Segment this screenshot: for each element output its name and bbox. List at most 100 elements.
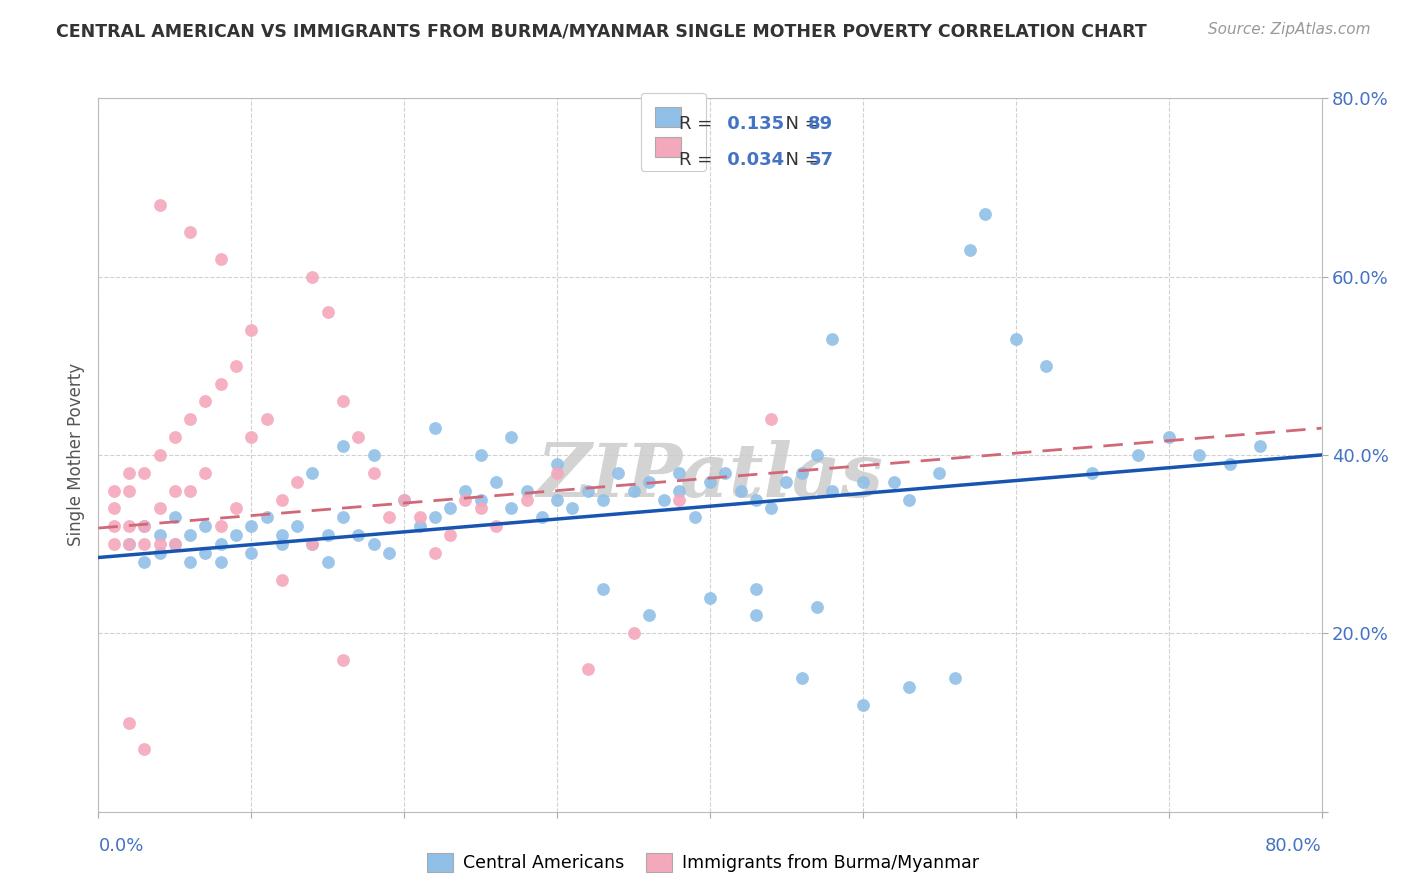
Point: [270, 573, 292, 587]
Point: [134, 466, 156, 480]
Point: [516, 492, 538, 507]
Point: [149, 198, 172, 212]
Point: [332, 653, 354, 667]
Point: [194, 466, 217, 480]
Point: [134, 555, 156, 569]
Point: [607, 466, 630, 480]
Point: [301, 537, 323, 551]
Point: [347, 430, 370, 444]
Y-axis label: Single Mother Poverty: Single Mother Poverty: [66, 363, 84, 547]
Point: [285, 519, 308, 533]
Legend: , : ,: [641, 93, 706, 171]
Point: [501, 501, 523, 516]
Point: [959, 243, 981, 257]
Point: [179, 483, 201, 498]
Point: [454, 492, 477, 507]
Point: [392, 492, 416, 507]
Point: [576, 483, 599, 498]
Text: 80.0%: 80.0%: [1265, 837, 1322, 855]
Point: [240, 546, 263, 560]
Point: [392, 492, 416, 507]
Point: [470, 448, 492, 462]
Text: CENTRAL AMERICAN VS IMMIGRANTS FROM BURMA/MYANMAR SINGLE MOTHER POVERTY CORRELAT: CENTRAL AMERICAN VS IMMIGRANTS FROM BURM…: [56, 22, 1147, 40]
Point: [623, 626, 645, 640]
Point: [149, 537, 172, 551]
Point: [209, 537, 232, 551]
Point: [332, 394, 354, 409]
Point: [134, 519, 156, 533]
Point: [363, 466, 385, 480]
Point: [149, 501, 172, 516]
Point: [806, 599, 828, 614]
Point: [1157, 430, 1180, 444]
Point: [470, 492, 492, 507]
Point: [209, 376, 232, 391]
Point: [790, 466, 813, 480]
Point: [225, 359, 247, 373]
Point: [1081, 466, 1104, 480]
Point: [439, 528, 461, 542]
Point: [699, 591, 721, 605]
Point: [240, 519, 263, 533]
Point: [163, 430, 186, 444]
Point: [194, 519, 217, 533]
Point: [928, 466, 950, 480]
Point: [103, 483, 125, 498]
Point: [149, 448, 172, 462]
Point: [118, 537, 141, 551]
Point: [134, 537, 156, 551]
Point: [943, 671, 966, 685]
Point: [332, 510, 354, 524]
Point: [378, 510, 401, 524]
Text: 0.0%: 0.0%: [98, 837, 143, 855]
Point: [332, 439, 354, 453]
Point: [149, 546, 172, 560]
Point: [316, 305, 339, 319]
Point: [759, 412, 782, 426]
Point: [516, 483, 538, 498]
Point: [423, 546, 446, 560]
Point: [745, 608, 768, 623]
Point: [897, 680, 920, 694]
Point: [501, 430, 523, 444]
Point: [546, 466, 568, 480]
Point: [730, 483, 752, 498]
Point: [806, 448, 828, 462]
Point: [270, 492, 292, 507]
Point: [1128, 448, 1150, 462]
Point: [852, 475, 875, 489]
Point: [301, 466, 323, 480]
Point: [240, 430, 263, 444]
Point: [347, 528, 370, 542]
Point: [118, 519, 141, 533]
Point: [652, 492, 675, 507]
Point: [163, 537, 186, 551]
Point: [592, 492, 614, 507]
Text: 0.135: 0.135: [721, 114, 785, 133]
Point: [179, 225, 201, 239]
Point: [209, 252, 232, 266]
Point: [118, 715, 141, 730]
Point: [683, 510, 706, 524]
Text: 57: 57: [808, 151, 834, 169]
Point: [163, 510, 186, 524]
Point: [256, 412, 278, 426]
Point: [897, 492, 920, 507]
Point: [179, 412, 201, 426]
Point: [668, 466, 690, 480]
Point: [225, 528, 247, 542]
Point: [163, 483, 186, 498]
Point: [194, 546, 217, 560]
Text: R =: R =: [679, 151, 718, 169]
Point: [363, 537, 385, 551]
Text: N =: N =: [775, 114, 825, 133]
Point: [103, 501, 125, 516]
Point: [883, 475, 905, 489]
Point: [378, 546, 401, 560]
Point: [745, 582, 768, 596]
Text: Source: ZipAtlas.com: Source: ZipAtlas.com: [1208, 22, 1371, 37]
Point: [408, 510, 430, 524]
Point: [530, 510, 553, 524]
Point: [821, 332, 844, 346]
Point: [637, 475, 661, 489]
